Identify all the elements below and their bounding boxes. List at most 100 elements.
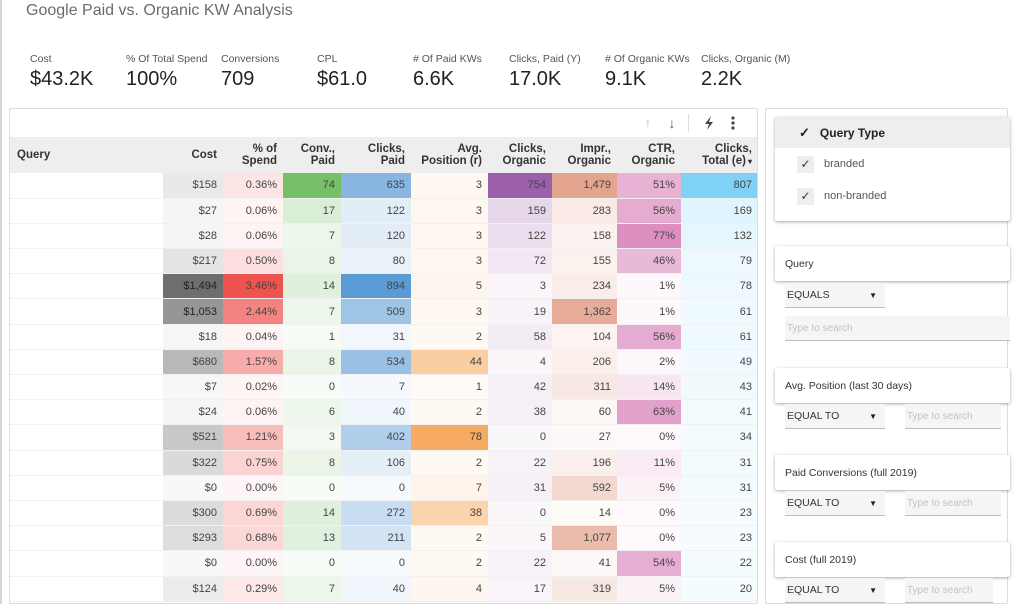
kpi-value: 2.2K bbox=[701, 68, 743, 90]
cell-conv-paid: 8 bbox=[283, 248, 341, 275]
cell-impr-org: 206 bbox=[552, 349, 617, 376]
cost-filter-label[interactable]: Cost (full 2019) bbox=[775, 542, 1010, 577]
cell-conv-paid: 17 bbox=[283, 198, 341, 224]
avg-position-search-input[interactable] bbox=[905, 404, 1001, 429]
header-line-1: Clicks, bbox=[367, 143, 405, 155]
column-header-pct-spend[interactable]: % of Spend bbox=[223, 137, 283, 173]
cell-cost: $0 bbox=[163, 550, 223, 577]
sort-desc-icon[interactable]: ▾ bbox=[747, 156, 752, 166]
cell-clicks-org: 3 bbox=[488, 273, 552, 300]
cell-clicks-org: 72 bbox=[488, 248, 552, 275]
query-type-filter: ✓ Query Type ✓ branded ✓ non-branded bbox=[775, 117, 1010, 221]
header-line-2: Organic bbox=[567, 155, 611, 167]
column-header-clicks-total[interactable]: Clicks, Total (e) ▾ bbox=[681, 137, 757, 173]
column-header-conv-paid[interactable]: Conv., Paid bbox=[283, 137, 341, 173]
cell-cost: $28 bbox=[163, 223, 223, 250]
avg-position-filter-label[interactable]: Avg. Position (last 30 days) bbox=[775, 368, 1010, 403]
cell-pct-spend: 0.04% bbox=[223, 324, 283, 350]
paid-conversions-operator-select[interactable]: EQUAL TO ▼ bbox=[785, 491, 885, 516]
column-header-avg-pos[interactable]: Avg. Position (r) bbox=[411, 137, 488, 173]
explore-lightning-icon[interactable] bbox=[697, 111, 721, 135]
cell-cost: $680 bbox=[163, 349, 223, 376]
cell-avg-pos: 2 bbox=[411, 450, 488, 476]
select-all-check-icon[interactable]: ✓ bbox=[799, 124, 810, 140]
column-header-query[interactable]: Query bbox=[10, 137, 163, 173]
dropdown-arrow-icon: ▼ bbox=[869, 411, 877, 421]
cell-cost: $24 bbox=[163, 399, 223, 426]
cell-conv-paid: 3 bbox=[283, 424, 341, 451]
kpi-scorecard: Conversions 709 bbox=[221, 53, 279, 91]
table-row[interactable]: $28 0.06% 7 120 3 122 158 77% 132 bbox=[10, 223, 757, 250]
keyword-table-card: ↑ ↓ Query Cost% of Spend Conv., Paid Clicks, P… bbox=[9, 108, 758, 604]
cell-clicks-paid: 0 bbox=[341, 550, 411, 577]
operator-value: EQUAL TO bbox=[787, 497, 840, 509]
table-row[interactable]: $300 0.69% 14 272 38 0 14 0% 23 bbox=[10, 500, 757, 527]
cost-search-input[interactable] bbox=[905, 578, 993, 603]
cell-avg-pos: 3 bbox=[411, 198, 488, 224]
table-row[interactable]: $18 0.04% 1 31 2 58 104 56% 61 bbox=[10, 324, 757, 350]
column-header-clicks-paid[interactable]: Clicks, Paid bbox=[341, 137, 411, 173]
cell-conv-paid: 7 bbox=[283, 576, 341, 602]
table-row[interactable]: $27 0.06% 17 122 3 159 283 56% 169 bbox=[10, 198, 757, 224]
cell-query bbox=[10, 399, 163, 426]
paid-conversions-search-input[interactable] bbox=[905, 491, 1001, 516]
kpi-label: Cost bbox=[30, 53, 52, 65]
cell-cost: $293 bbox=[163, 525, 223, 552]
header-line-1: Clicks, bbox=[508, 143, 546, 155]
kpi-scorecard: CPL $61.0 bbox=[317, 53, 367, 91]
query-filter-label[interactable]: Query bbox=[775, 246, 1010, 281]
column-header-impr-org[interactable]: Impr., Organic bbox=[552, 137, 617, 173]
cell-impr-org: 283 bbox=[552, 198, 617, 224]
cell-conv-paid: 13 bbox=[283, 525, 341, 552]
column-header-cost[interactable]: Cost bbox=[163, 137, 223, 173]
table-row[interactable]: $1,494 3.46% 14 894 5 3 234 1% 78 bbox=[10, 273, 757, 300]
cell-clicks-total: 23 bbox=[681, 525, 757, 552]
avg-position-operator-select[interactable]: EQUAL TO ▼ bbox=[785, 404, 885, 429]
table-row[interactable]: $322 0.75% 8 106 2 22 196 11% 31 bbox=[10, 450, 757, 476]
table-row[interactable]: $24 0.06% 6 40 2 38 60 63% 41 bbox=[10, 399, 757, 426]
more-options-icon[interactable] bbox=[721, 111, 745, 135]
table-row[interactable]: $217 0.50% 8 80 3 72 155 46% 79 bbox=[10, 248, 757, 275]
column-header-ctr-org[interactable]: CTR, Organic bbox=[617, 137, 681, 173]
cell-pct-spend: 0.00% bbox=[223, 475, 283, 501]
checkbox-checked-icon[interactable]: ✓ bbox=[797, 187, 814, 205]
table-row[interactable]: $293 0.68% 13 211 2 5 1,077 0% 23 bbox=[10, 525, 757, 552]
query-operator-select[interactable]: EQUALS ▼ bbox=[785, 283, 885, 308]
sort-ascending-icon[interactable]: ↑ bbox=[644, 115, 652, 131]
cell-query bbox=[10, 324, 163, 350]
checkbox-checked-icon[interactable]: ✓ bbox=[797, 155, 814, 173]
table-row[interactable]: $0 0.00% 0 0 7 31 592 5% 31 bbox=[10, 475, 757, 501]
sort-descending-icon[interactable]: ↓ bbox=[668, 115, 676, 131]
cell-pct-spend: 0.00% bbox=[223, 550, 283, 577]
table-row[interactable]: $680 1.57% 8 534 44 4 206 2% 49 bbox=[10, 349, 757, 376]
cell-clicks-total: 78 bbox=[681, 273, 757, 300]
table-row[interactable]: $521 1.21% 3 402 78 0 27 0% 34 bbox=[10, 424, 757, 451]
query-search-input[interactable] bbox=[785, 316, 1010, 341]
query-type-option-non-branded[interactable]: ✓ non-branded bbox=[775, 180, 1010, 212]
paid-conversions-filter-label[interactable]: Paid Conversions (full 2019) bbox=[775, 455, 1010, 490]
cost-operator-select[interactable]: EQUAL TO ▼ bbox=[785, 578, 885, 603]
cell-cost: $322 bbox=[163, 450, 223, 476]
cell-ctr-org: 54% bbox=[617, 550, 681, 577]
cell-impr-org: 196 bbox=[552, 450, 617, 476]
query-type-header[interactable]: ✓ Query Type bbox=[775, 117, 1010, 148]
cell-clicks-paid: 635 bbox=[341, 173, 411, 199]
table-row[interactable]: $158 0.36% 74 635 3 754 1,479 51% 807 bbox=[10, 173, 757, 199]
kpi-label: Conversions bbox=[221, 53, 280, 65]
cell-pct-spend: 0.02% bbox=[223, 374, 283, 401]
table-row[interactable]: $124 0.29% 7 40 4 17 319 5% 20 bbox=[10, 576, 757, 602]
cell-impr-org: 311 bbox=[552, 374, 617, 401]
query-type-title: Query Type bbox=[819, 125, 886, 140]
table-row[interactable]: $1,053 2.44% 7 509 3 19 1,362 1% 61 bbox=[10, 298, 757, 325]
cell-avg-pos: 3 bbox=[411, 248, 488, 275]
kpi-label: Clicks, Organic (M) bbox=[701, 53, 791, 65]
table-row[interactable]: $7 0.02% 0 7 1 42 311 14% 43 bbox=[10, 374, 757, 401]
header-line-1: Avg. bbox=[457, 143, 483, 155]
column-header-clicks-org[interactable]: Clicks, Organic bbox=[488, 137, 552, 173]
cell-query bbox=[10, 248, 163, 275]
cell-clicks-org: 754 bbox=[488, 173, 552, 199]
cell-cost: $1,053 bbox=[163, 298, 223, 325]
table-row[interactable]: $0 0.00% 0 0 2 22 41 54% 22 bbox=[10, 550, 757, 577]
query-type-option-branded[interactable]: ✓ branded bbox=[775, 148, 1010, 180]
